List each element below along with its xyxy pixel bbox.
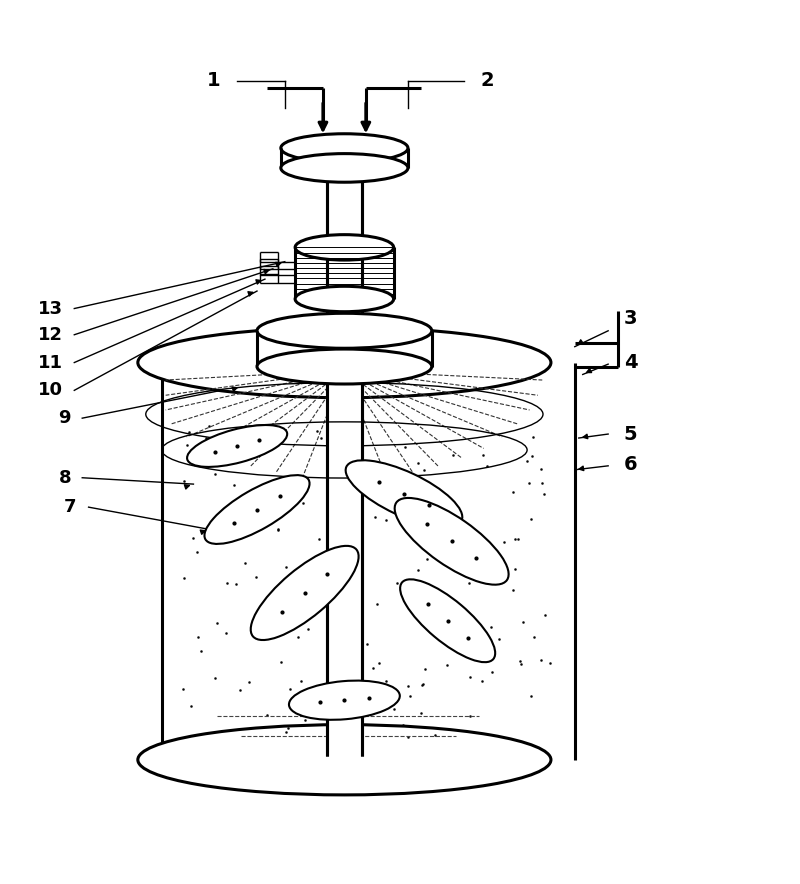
Text: 12: 12 bbox=[38, 325, 63, 344]
Ellipse shape bbox=[205, 475, 310, 544]
Ellipse shape bbox=[289, 681, 400, 720]
Ellipse shape bbox=[138, 725, 551, 795]
Ellipse shape bbox=[257, 313, 432, 348]
Ellipse shape bbox=[295, 286, 394, 312]
Ellipse shape bbox=[250, 545, 358, 640]
Text: 6: 6 bbox=[623, 454, 638, 474]
Ellipse shape bbox=[187, 425, 287, 467]
Text: 10: 10 bbox=[38, 381, 63, 400]
Text: 7: 7 bbox=[64, 499, 77, 516]
Bar bbox=[327, 156, 362, 756]
Text: 13: 13 bbox=[38, 300, 63, 317]
Ellipse shape bbox=[257, 349, 432, 384]
Ellipse shape bbox=[394, 498, 509, 584]
Ellipse shape bbox=[400, 579, 495, 662]
Text: 3: 3 bbox=[624, 309, 637, 328]
Text: 9: 9 bbox=[58, 409, 71, 427]
Text: 11: 11 bbox=[38, 354, 63, 371]
Text: 4: 4 bbox=[623, 353, 638, 372]
Ellipse shape bbox=[138, 327, 551, 398]
Ellipse shape bbox=[281, 133, 408, 163]
Text: 8: 8 bbox=[58, 469, 71, 487]
Text: 5: 5 bbox=[623, 424, 638, 444]
Text: 2: 2 bbox=[481, 71, 494, 90]
Ellipse shape bbox=[346, 461, 462, 527]
Text: 1: 1 bbox=[206, 71, 220, 90]
Ellipse shape bbox=[281, 154, 408, 182]
Ellipse shape bbox=[295, 234, 394, 260]
